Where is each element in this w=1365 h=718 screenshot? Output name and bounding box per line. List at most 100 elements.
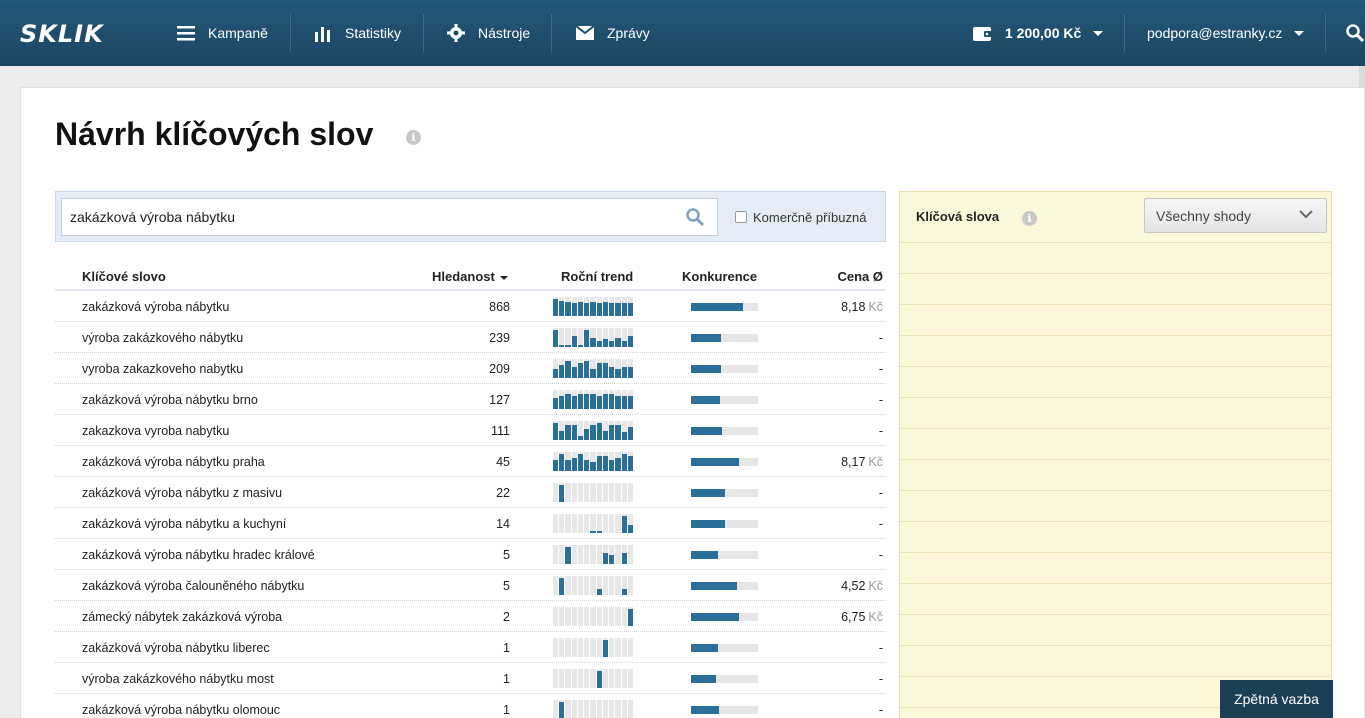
trend-bar: [577, 483, 584, 502]
nav-kampane[interactable]: Kampaně: [176, 0, 268, 66]
feedback-button[interactable]: Zpětná vazba: [1220, 680, 1333, 718]
competition-bar: [691, 396, 758, 404]
trend-bar: [621, 452, 627, 471]
volume-cell: 209: [489, 362, 510, 376]
info-icon[interactable]: i: [406, 130, 421, 145]
trend-bar: [559, 545, 565, 564]
yearly-trend-sparkline: [553, 328, 634, 347]
keyword-cell[interactable]: zakázková výroba nábytku praha: [82, 455, 265, 469]
nav-statistiky[interactable]: Statistiky: [313, 0, 401, 66]
menu-icon: [176, 23, 196, 43]
trend-bar: [590, 421, 596, 440]
price-cell: -: [879, 548, 883, 562]
yearly-trend-sparkline: [553, 452, 634, 471]
trend-bar: [609, 328, 615, 347]
keyword-cell[interactable]: zámecký nábytek zakázková výroba: [82, 610, 283, 624]
trend-bar: [584, 576, 590, 595]
trend-bar: [559, 576, 565, 595]
trend-bar: [602, 359, 609, 378]
col-keyword-header[interactable]: Klíčové slovo: [82, 269, 166, 284]
table-row[interactable]: zakázková výroba nábytku 868 8,18 Kč: [55, 291, 885, 322]
keyword-cell[interactable]: zakázková výroba nábytku olomouc: [82, 703, 281, 717]
trend-bar: [565, 297, 571, 316]
page-title: Návrh klíčových slov: [55, 116, 374, 152]
yearly-trend-sparkline: [553, 545, 634, 564]
table-row[interactable]: zakázková výroba nábytku liberec 1 -: [55, 632, 885, 663]
keyword-cell[interactable]: výroba zakázkového nábytku: [82, 331, 244, 345]
table-row[interactable]: zámecký nábytek zakázková výroba 2 6,75 Kč: [55, 601, 885, 632]
trend-bar: [627, 607, 634, 626]
keyword-cell[interactable]: zakázková výroba nábytku brno: [82, 393, 258, 407]
table-row[interactable]: zakázková výroba nábytku a kuchyní 14 -: [55, 508, 885, 539]
table-row[interactable]: zakázková výroba nábytku hradec králové 5…: [55, 539, 885, 570]
table-row[interactable]: výroba zakázkového nábytku 239 -: [55, 322, 885, 353]
trend-bar: [609, 576, 615, 595]
sklik-logo[interactable]: SKLIK: [20, 20, 104, 48]
commercial-related-checkbox[interactable]: [735, 211, 747, 223]
credit-dropdown[interactable]: 1 200,00 Kč: [973, 0, 1104, 66]
divider: [900, 676, 1331, 677]
keyword-cell[interactable]: zakazkova vyroba nabytku: [82, 424, 230, 438]
trend-bar: [584, 328, 590, 347]
price-value: 8,17: [841, 455, 866, 469]
trend-bar: [621, 328, 627, 347]
yearly-trend-sparkline: [553, 576, 634, 595]
col-volume-header[interactable]: Hledanost: [432, 269, 508, 284]
trend-bar: [565, 576, 571, 595]
price-cell: -: [879, 517, 883, 531]
keyword-search-input[interactable]: [61, 198, 718, 236]
match-type-select[interactable]: Všechny shody: [1144, 198, 1327, 233]
trend-bar: [577, 390, 584, 409]
table-row[interactable]: výroba zakázkového nábytku most 1 -: [55, 663, 885, 694]
sort-desc-icon: [499, 275, 508, 280]
volume-cell: 1: [503, 672, 510, 686]
divider: [900, 304, 1331, 305]
trend-bar: [559, 421, 565, 440]
trend-bar: [559, 607, 565, 626]
table-row[interactable]: zakázková výroba nábytku z masivu 22 -: [55, 477, 885, 508]
keyword-cell[interactable]: výroba zakázkového nábytku most: [82, 672, 274, 686]
account-dropdown[interactable]: podpora@estranky.cz: [1147, 0, 1305, 66]
trend-bar: [565, 638, 571, 657]
keyword-cell[interactable]: zakázková výroba nábytku liberec: [82, 641, 270, 655]
volume-cell: 127: [489, 393, 510, 407]
keyword-cell[interactable]: zakázková výroba nábytku z masivu: [82, 486, 283, 500]
competition-bar: [691, 427, 758, 435]
trend-bar: [609, 483, 615, 502]
table-row[interactable]: zakázková výroba čalouněného nábytku 5 4,5…: [55, 570, 885, 601]
trend-bar: [584, 638, 590, 657]
price-currency: Kč: [868, 579, 883, 593]
keyword-cell[interactable]: zakázková výroba čalouněného nábytku: [82, 579, 305, 593]
trend-bar: [577, 452, 584, 471]
trend-bar: [590, 669, 596, 688]
table-row[interactable]: zakázková výroba nábytku brno 127 -: [55, 384, 885, 415]
keyword-cell[interactable]: vyroba zakazkoveho nabytku: [82, 362, 244, 376]
table-row[interactable]: vyroba zakazkoveho nabytku 209 -: [55, 353, 885, 384]
keyword-cell[interactable]: zakázková výroba nábytku: [82, 300, 230, 314]
table-row[interactable]: zakazkova vyroba nabytku 111 -: [55, 415, 885, 446]
keyword-cell[interactable]: zakázková výroba nábytku a kuchyní: [82, 517, 287, 531]
price-cell: 8,17 Kč: [841, 455, 883, 469]
trend-bar: [609, 514, 615, 533]
nav-nastroje[interactable]: Nástroje: [446, 0, 530, 66]
keyword-cell[interactable]: zakázková výroba nábytku hradec králové: [82, 548, 315, 562]
price-value: -: [878, 362, 883, 376]
global-search-button[interactable]: [1345, 0, 1365, 66]
table-row[interactable]: zakázková výroba nábytku olomouc 1 -: [55, 694, 885, 718]
trend-bar: [565, 607, 571, 626]
trend-bar: [553, 545, 559, 564]
search-icon[interactable]: [686, 208, 705, 231]
divider: [900, 707, 1331, 708]
trend-bar: [621, 390, 627, 409]
col-trend-header[interactable]: Roční trend: [561, 269, 634, 284]
trend-bar: [565, 421, 571, 440]
col-competition-header[interactable]: Konkurence: [682, 269, 758, 284]
trend-bar: [627, 483, 634, 502]
divider: [900, 614, 1331, 615]
trend-bar: [571, 452, 577, 471]
trend-bar: [559, 359, 565, 378]
nav-zpravy[interactable]: Zprávy: [575, 0, 650, 66]
info-icon[interactable]: i: [1022, 211, 1037, 226]
col-price-header[interactable]: Cena Ø: [837, 269, 883, 284]
table-row[interactable]: zakázková výroba nábytku praha 45 8,17 Kč: [55, 446, 885, 477]
